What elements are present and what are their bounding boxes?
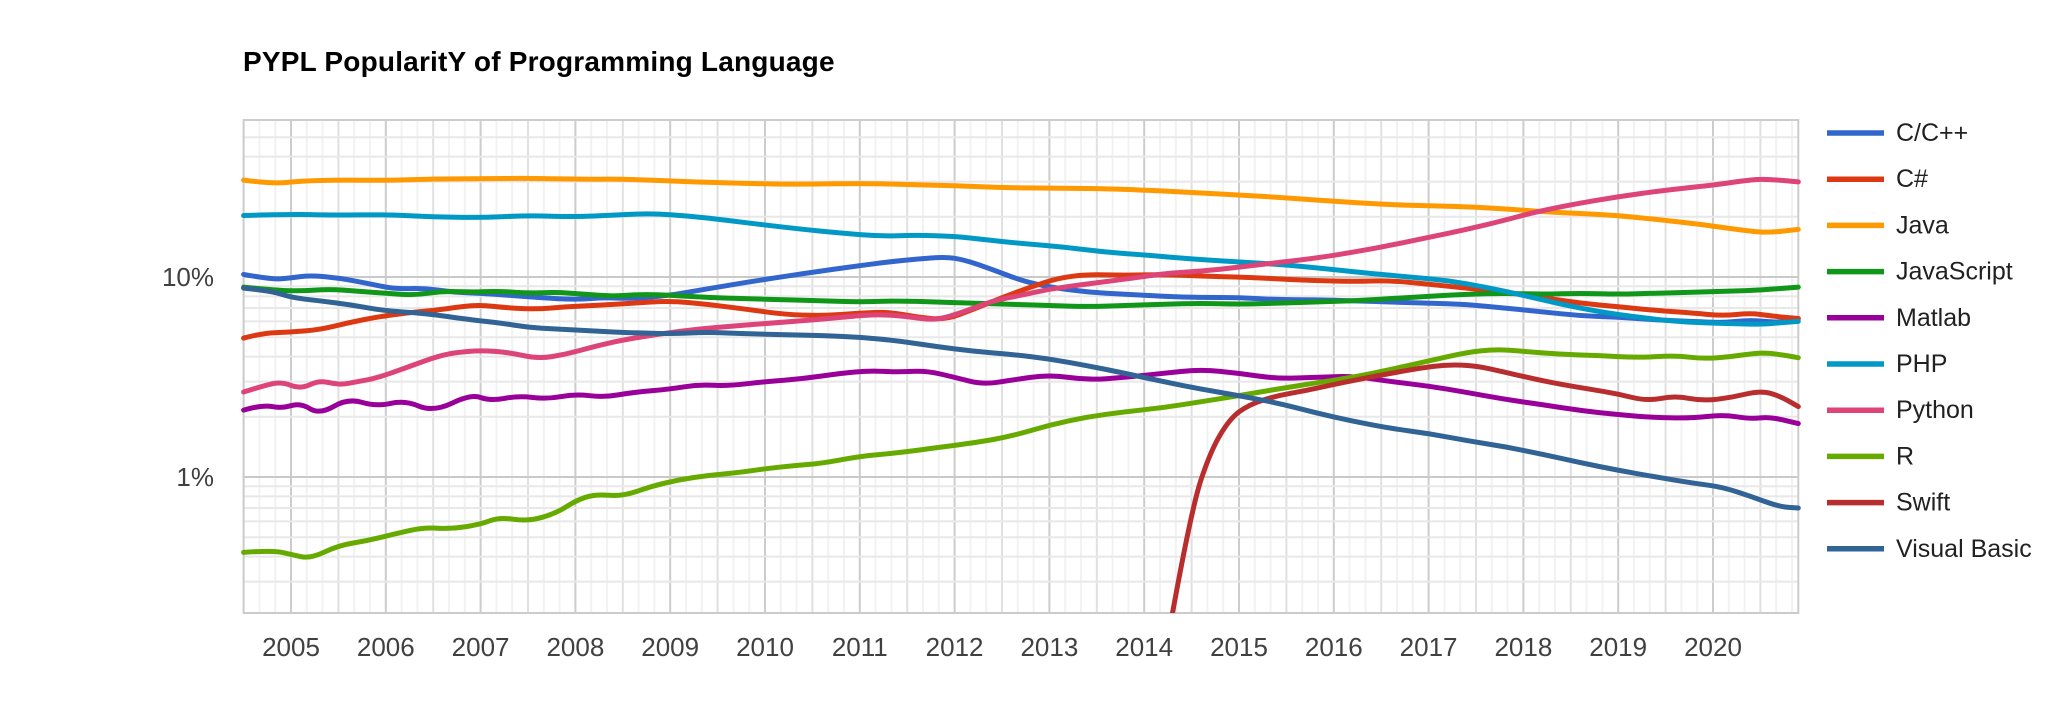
- legend-label: R: [1896, 442, 1914, 470]
- series-line-Matlab: [241, 367, 1801, 427]
- series-line-PHP: [241, 211, 1801, 327]
- legend-item-JavaScript: JavaScript: [1827, 258, 2013, 286]
- x-axis-tick-label: 2005: [262, 632, 320, 662]
- legend-label: Swift: [1896, 489, 1950, 517]
- y-axis-tick-label: 1%: [176, 462, 214, 492]
- x-axis-tick-label: 2018: [1494, 632, 1552, 662]
- legend-label: Java: [1896, 211, 1949, 239]
- x-axis-tick-label: 2016: [1305, 632, 1363, 662]
- series-line-Visual Basic: [241, 285, 1801, 511]
- x-axis-tick-label: 2014: [1115, 632, 1173, 662]
- x-axis-tick-label: 2013: [1020, 632, 1078, 662]
- legend-item-Matlab: Matlab: [1827, 304, 1971, 332]
- series-line-Python: [241, 176, 1801, 395]
- legend-label: JavaScript: [1896, 258, 2013, 286]
- x-axis-tick-label: 2017: [1400, 632, 1458, 662]
- x-axis-tick-label: 2020: [1684, 632, 1742, 662]
- plot-border: [242, 119, 1800, 614]
- x-axis-tick-label: 2010: [736, 632, 794, 662]
- x-axis-tick-label: 2011: [832, 632, 888, 662]
- x-axis-tick-label: 2015: [1210, 632, 1268, 662]
- legend-label: C#: [1896, 165, 1928, 193]
- legend-item-PHP: PHP: [1827, 350, 1947, 378]
- legend: C/C++ C# Java JavaScript Matlab PHP Python R Swi…: [1827, 119, 2032, 563]
- axis-labels: 2005 2006 2007 2008 2009 2010 2011 2012 2013 2014…: [162, 262, 1742, 662]
- legend-item-C/C++: C/C++: [1827, 119, 1968, 147]
- legend-label: C/C++: [1896, 119, 1968, 147]
- x-axis-tick-label: 2012: [926, 632, 984, 662]
- legend-item-Swift: Swift: [1827, 489, 1950, 517]
- series-line-Java: [241, 175, 1801, 235]
- x-axis-tick-label: 2009: [641, 632, 699, 662]
- legend-label: PHP: [1896, 350, 1947, 378]
- series-line-Swift: [1170, 362, 1801, 613]
- legend-item-Visual Basic: Visual Basic: [1827, 535, 2032, 563]
- chart-title: PYPL PopularitY of Programming Language: [243, 46, 835, 77]
- x-axis-tick-label: 2008: [546, 632, 604, 662]
- legend-label: Visual Basic: [1896, 535, 2032, 563]
- legend-item-Java: Java: [1827, 211, 1949, 239]
- series-lines: [241, 175, 1801, 613]
- x-axis-tick-label: 2019: [1589, 632, 1647, 662]
- legend-label: Matlab: [1896, 304, 1971, 332]
- plot-area[interactable]: [244, 120, 1799, 613]
- legend-item-Python: Python: [1827, 396, 1974, 424]
- y-axis-tick-label: 10%: [162, 262, 214, 292]
- legend-label: Python: [1896, 396, 1974, 424]
- legend-item-R: R: [1827, 442, 1914, 470]
- legend-item-C#: C#: [1827, 165, 1928, 193]
- x-axis-tick-label: 2007: [452, 632, 510, 662]
- gridlines: [242, 119, 1800, 614]
- x-axis-tick-label: 2006: [357, 632, 415, 662]
- series-line-R: [241, 347, 1801, 560]
